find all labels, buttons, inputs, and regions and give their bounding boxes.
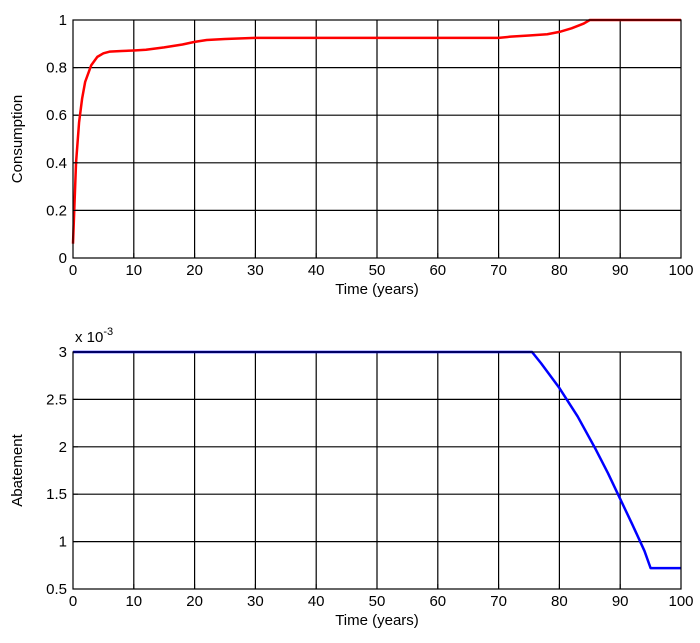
y-axis-label: Abatement (9, 433, 26, 506)
x-axis-label: Time (years) (335, 612, 419, 629)
y-tick-label: 0.8 (46, 60, 67, 77)
x-tick-label: 20 (186, 593, 203, 610)
x-axis-label: Time (years) (335, 281, 419, 298)
y-tick-label: 2 (59, 439, 67, 456)
x-tick-label: 30 (247, 262, 264, 279)
x-tick-label: 10 (125, 262, 142, 279)
axis-multiplier-label: x 10-3 (75, 326, 113, 346)
x-tick-label: 70 (490, 262, 507, 279)
x-tick-label: 30 (247, 593, 264, 610)
x-tick-label: 40 (308, 593, 325, 610)
chart-panel-2: 0 10 20 30 40 50 60 70 80 90 100 0.5 1 1.5 2 2.5 3 Time (… (9, 326, 694, 629)
x-tick-label: 60 (429, 262, 446, 279)
y-tick-label: 3 (59, 344, 67, 361)
x-tick-label: 50 (369, 262, 386, 279)
x-tick-label: 100 (668, 593, 693, 610)
x-tick-label: 40 (308, 262, 325, 279)
x-tick-label: 0 (69, 262, 77, 279)
y-tick-label: 0.2 (46, 202, 67, 219)
x-tick-label: 80 (551, 262, 568, 279)
x-tick-label: 20 (186, 262, 203, 279)
x-tick-label: 0 (69, 593, 77, 610)
y-tick-label: 0.5 (46, 581, 67, 598)
y-tick-label: 0.4 (46, 155, 67, 172)
x-tick-label: 10 (125, 593, 142, 610)
y-axis-label: Consumption (9, 95, 26, 183)
chart-panel-1: 0 10 20 30 40 50 60 70 80 90 100 0 0.2 0.4 0.6 0.8 1 Time… (9, 12, 694, 298)
x-tick-label: 90 (612, 262, 629, 279)
x-tick-label: 100 (668, 262, 693, 279)
x-tick-label: 70 (490, 593, 507, 610)
series-line-1 (71, 18, 681, 244)
x-tick-label: 80 (551, 593, 568, 610)
y-tick-label: 2.5 (46, 391, 67, 408)
y-tick-label: 1 (59, 12, 67, 29)
x-tick-label: 60 (429, 593, 446, 610)
y-tick-label: 1 (59, 534, 67, 551)
y-tick-label: 0.6 (46, 107, 67, 124)
axis-multiplier-exponent: -3 (103, 326, 113, 338)
x-tick-label: 90 (612, 593, 629, 610)
axis-multiplier-base: x 10 (75, 329, 103, 346)
y-tick-label: 0 (59, 250, 67, 267)
y-tick-label: 1.5 (46, 486, 67, 503)
x-tick-label: 50 (369, 593, 386, 610)
series-line-1 (73, 350, 681, 570)
